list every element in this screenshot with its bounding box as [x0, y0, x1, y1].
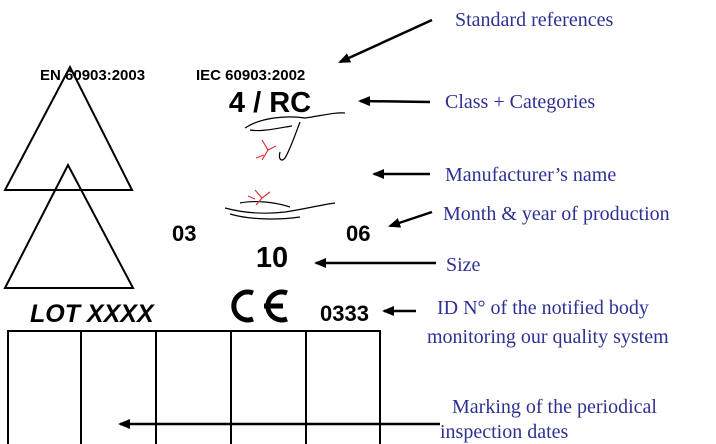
annotation: Month & year of production	[443, 203, 670, 225]
triangle	[5, 67, 132, 190]
lot: LOT XXXX	[30, 300, 155, 328]
inspection-grid	[8, 331, 380, 444]
marking-diagram: EN 60903:2003 IEC 60903:2002 4 / RC 03 0…	[0, 0, 716, 444]
standard: IEC 60903:2002	[196, 67, 305, 84]
annotation: Standard references	[455, 9, 613, 31]
size: 10	[256, 242, 288, 274]
month: 03	[172, 221, 196, 246]
ce-mark	[234, 292, 287, 320]
notified-body: 0333	[320, 301, 369, 326]
annotation: Class + Categories	[445, 91, 595, 113]
triangle	[5, 165, 133, 288]
annotation: Size	[446, 254, 481, 276]
class-category: 4 / RC	[229, 87, 311, 119]
annotation: monitoring our quality system	[427, 326, 669, 348]
annotation: ID N° of the notified body	[437, 297, 649, 319]
annotation: Marking of the periodical	[452, 396, 657, 418]
standard: EN 60903:2003	[40, 67, 145, 84]
hand-sketch	[225, 113, 345, 219]
annotation: inspection dates	[440, 421, 569, 443]
annotation: Manufacturer’s name	[445, 164, 616, 186]
year: 06	[346, 221, 370, 246]
